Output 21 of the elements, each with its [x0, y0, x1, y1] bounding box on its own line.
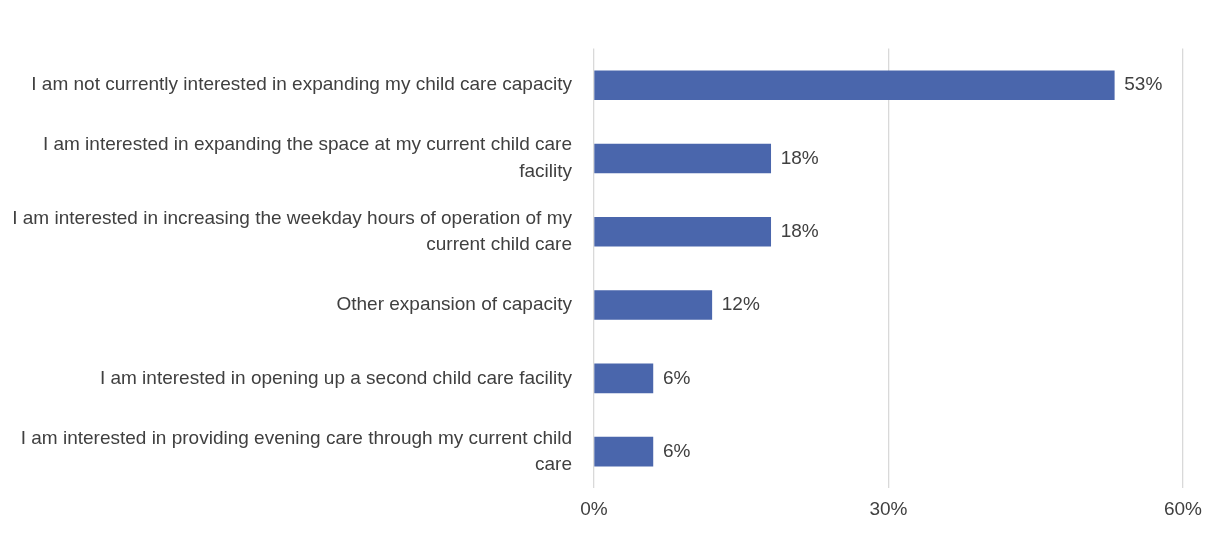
x-tick-label: 30% [869, 497, 908, 519]
bar [594, 143, 772, 174]
data-label: 18% [780, 146, 819, 168]
y-tick-label: I am not currently interested in expanding my child care capacity [31, 73, 573, 95]
bar [594, 70, 1115, 101]
y-tick-label: I am interested in opening up a second child care facility [99, 366, 573, 388]
y-tick-label: I am interested in increasing the weekday hours of operation of my current child care [12, 206, 573, 255]
data-label: 6% [662, 366, 691, 388]
bar [594, 363, 654, 394]
bar [594, 290, 713, 320]
bar [594, 436, 654, 467]
y-tick-label: I am interested in expanding the space at my current child care facility [42, 133, 573, 182]
data-label: 18% [780, 220, 819, 241]
y-tick-label: I am interested in providing evening care through my current child care [20, 426, 572, 475]
data-label: 6% [662, 439, 691, 461]
x-tick-label: 0% [580, 497, 608, 519]
data-label: 12% [721, 293, 760, 315]
x-tick-label: 60% [1163, 497, 1203, 519]
bar [594, 216, 772, 247]
y-tick-label: Other expansion of capacity [336, 293, 573, 315]
data-label: 53% [1124, 73, 1163, 95]
